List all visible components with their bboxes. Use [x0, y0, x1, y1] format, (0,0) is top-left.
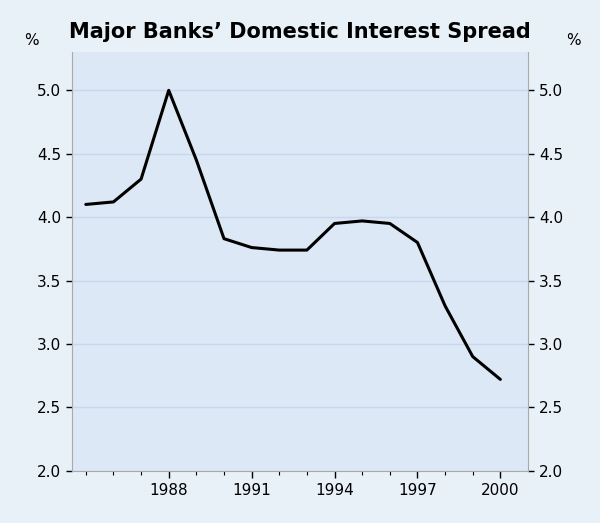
Text: %: % [566, 33, 581, 48]
Text: %: % [23, 33, 38, 48]
Title: Major Banks’ Domestic Interest Spread: Major Banks’ Domestic Interest Spread [69, 22, 531, 42]
